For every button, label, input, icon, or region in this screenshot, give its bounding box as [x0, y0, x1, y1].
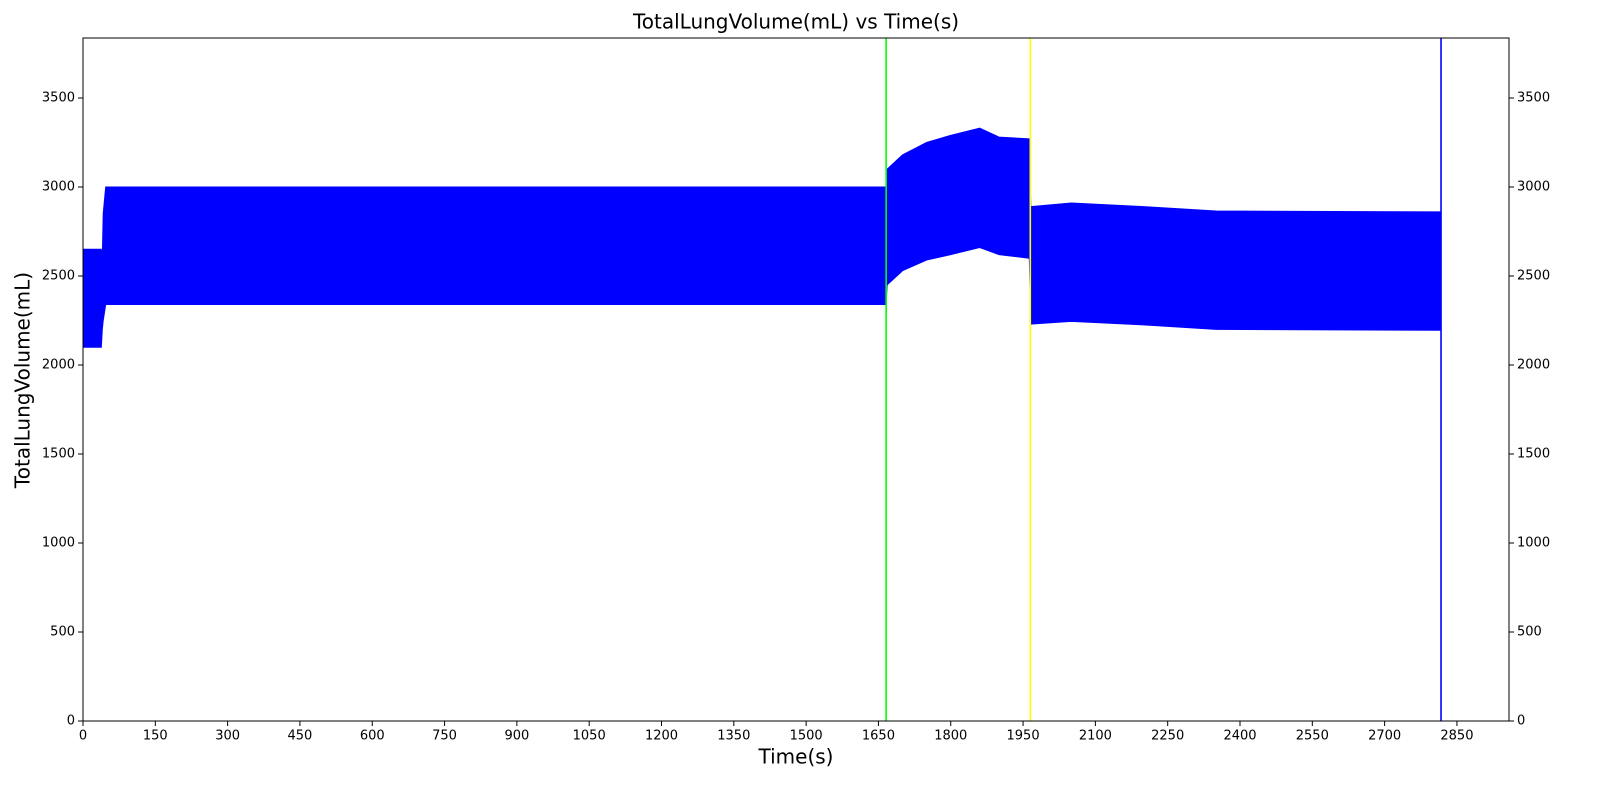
x-tick-label: 2400 — [1223, 729, 1256, 744]
y-tick-label: 2000 — [42, 357, 75, 372]
x-tick-label: 2250 — [1151, 729, 1184, 744]
x-tick-label: 150 — [143, 729, 168, 744]
x-tick-label: 2550 — [1296, 729, 1329, 744]
y2-tick-label: 2500 — [1517, 268, 1550, 283]
y2-tick-label: 1000 — [1517, 535, 1550, 550]
data-band — [82, 127, 1442, 348]
x-tick-label: 600 — [360, 729, 385, 744]
y2-tick-label: 0 — [1517, 714, 1525, 729]
y-axis-label: TotalLungVolume(mL) — [11, 272, 35, 489]
y2-tick-label: 2000 — [1517, 357, 1550, 372]
x-tick-label: 0 — [79, 729, 87, 744]
x-tick-label: 1650 — [862, 729, 895, 744]
y-tick-label: 3500 — [42, 90, 75, 105]
x-tick-label: 1950 — [1007, 729, 1040, 744]
x-tick-label: 1500 — [790, 729, 823, 744]
y2-tick-label: 1500 — [1517, 446, 1550, 461]
y-tick-label: 0 — [67, 714, 75, 729]
y2-tick-label: 500 — [1517, 624, 1542, 639]
x-axis-label: Time(s) — [758, 745, 834, 769]
x-tick-label: 2850 — [1440, 729, 1473, 744]
y-tick-label: 500 — [50, 624, 75, 639]
y-tick-label: 1500 — [42, 446, 75, 461]
x-tick-label: 2100 — [1079, 729, 1112, 744]
x-tick-label: 1200 — [645, 729, 678, 744]
x-tick-label: 1350 — [717, 729, 750, 744]
y-tick-label: 2500 — [42, 268, 75, 283]
x-tick-label: 1800 — [934, 729, 967, 744]
x-tick-label: 2700 — [1368, 729, 1401, 744]
y-tick-label: 3000 — [42, 179, 75, 194]
chart-title: TotalLungVolume(mL) vs Time(s) — [632, 10, 959, 34]
plot-frame — [82, 37, 1510, 722]
y-tick-label: 1000 — [42, 535, 75, 550]
x-tick-label: 450 — [288, 729, 313, 744]
x-tick-label: 300 — [215, 729, 240, 744]
y2-tick-label: 3500 — [1517, 90, 1550, 105]
x-tick-label: 900 — [504, 729, 529, 744]
y2-tick-label: 3000 — [1517, 179, 1550, 194]
x-tick-label: 750 — [432, 729, 457, 744]
x-tick-label: 1050 — [573, 729, 606, 744]
